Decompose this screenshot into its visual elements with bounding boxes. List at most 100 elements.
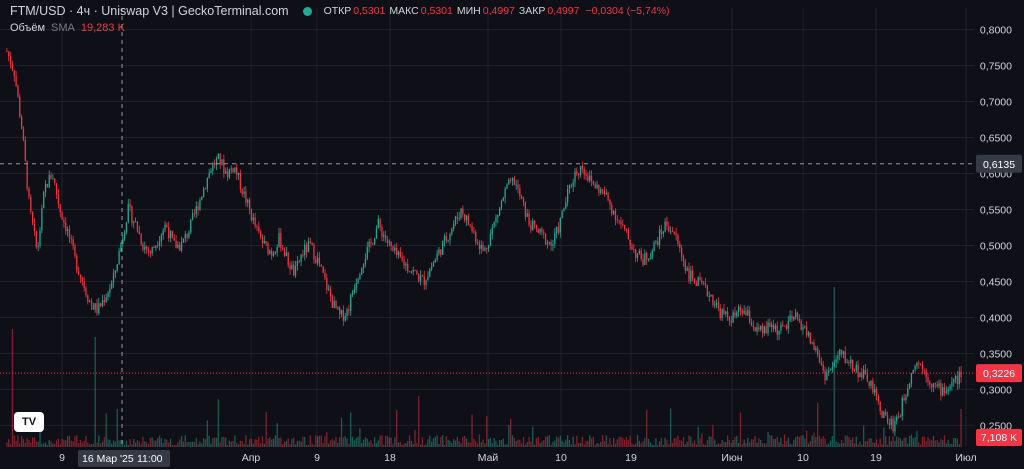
- candle-body: [874, 389, 876, 393]
- candle-body: [703, 282, 705, 284]
- candle-body: [712, 295, 714, 305]
- candle-body: [318, 257, 321, 265]
- volume-bar: [870, 438, 872, 447]
- candle-body: [265, 241, 267, 244]
- candle-body: [90, 301, 93, 305]
- volume-bar: [703, 443, 705, 447]
- candle-body: [316, 257, 319, 263]
- volume-bar: [855, 436, 857, 447]
- volume-bar: [476, 443, 479, 447]
- volume-bar: [70, 440, 72, 447]
- volume-bar: [419, 444, 422, 447]
- candle-body: [901, 397, 903, 417]
- candle-body: [471, 225, 473, 232]
- volume-bar: [519, 439, 521, 447]
- volume-bar: [362, 439, 365, 447]
- symbol-title[interactable]: FTM/USD · 4ч · Uniswap V3 | GeckoTermina…: [10, 4, 289, 18]
- volume-bar: [142, 436, 144, 447]
- volume-bar: [296, 441, 299, 447]
- candle-body: [320, 264, 322, 267]
- candle-body: [603, 190, 606, 195]
- candle-body: [802, 327, 804, 330]
- candle-body: [629, 239, 631, 246]
- candle-body: [204, 188, 207, 190]
- volume-bar: [583, 444, 585, 447]
- volume-bar: [414, 429, 416, 447]
- volume-bar: [368, 441, 370, 447]
- candle-body: [232, 168, 234, 173]
- candle-body: [309, 241, 311, 243]
- candle-body: [925, 370, 927, 378]
- candle-body: [410, 271, 413, 273]
- candle-body: [646, 253, 648, 260]
- tradingview-logo-icon[interactable]: TV: [14, 412, 44, 432]
- volume-bar: [589, 435, 591, 447]
- volume-bar: [166, 439, 168, 447]
- volume-bar: [285, 440, 288, 447]
- crosshair-date-box: [78, 450, 170, 467]
- volume-bar: [293, 437, 295, 447]
- volume-bar: [145, 442, 148, 447]
- close-value: 0,4997: [547, 5, 580, 17]
- candle-body: [291, 264, 293, 270]
- candle-body: [699, 277, 701, 281]
- volume-bar: [173, 444, 175, 447]
- candle-body: [383, 235, 385, 237]
- candle-body: [726, 311, 729, 318]
- candle-body: [927, 377, 929, 383]
- time-axis[interactable]: 9 Апр 9 18 Май 10 19 Июн 10 19 Июл 16 Мар '25 11:00: [59, 450, 977, 467]
- volume-bar: [578, 442, 580, 447]
- volume-bar: [774, 438, 777, 447]
- volume-bar: [250, 438, 253, 447]
- volume-bar: [390, 437, 392, 447]
- candle-body: [9, 56, 12, 65]
- candle-body: [864, 369, 867, 373]
- volume-bar: [489, 437, 492, 447]
- volume-bar: [526, 441, 528, 447]
- candle-body: [248, 199, 251, 210]
- candle-body: [39, 230, 41, 246]
- volume-bar: [377, 440, 379, 447]
- volume-bar: [510, 418, 512, 447]
- candle-body: [469, 224, 471, 226]
- volume-bar: [179, 439, 181, 447]
- volume-bar: [230, 441, 232, 447]
- candle-body: [956, 375, 959, 385]
- candle-body: [475, 232, 477, 242]
- volume-bar: [210, 443, 212, 447]
- candle-body: [434, 259, 436, 263]
- volume-bar: [234, 435, 236, 447]
- volume-bar: [796, 435, 799, 447]
- y-tick-label: 0,8000: [980, 25, 1012, 37]
- y-tick-label: 0,4500: [980, 276, 1012, 288]
- volume-bar: [9, 444, 12, 447]
- volume-bar: [482, 439, 484, 447]
- candle-body: [22, 128, 25, 141]
- volume-bar: [484, 443, 486, 447]
- candle-body: [631, 245, 633, 250]
- volume-bar: [842, 442, 845, 447]
- volume-bar: [294, 444, 297, 447]
- volume-bar: [140, 443, 142, 447]
- candle-body: [794, 312, 797, 318]
- candle-body: [476, 241, 479, 244]
- volume-bar: [35, 441, 37, 447]
- volume-bar: [570, 444, 572, 447]
- price-axis[interactable]: 0,80000,75000,70000,65000,60000,55000,50…: [976, 25, 1022, 446]
- candle-body: [793, 317, 795, 320]
- volume-bar: [776, 436, 778, 447]
- volume-bar: [122, 440, 124, 447]
- candle-body: [886, 415, 889, 423]
- volume-bar: [636, 435, 639, 447]
- candle-body: [877, 396, 879, 402]
- volume-legend[interactable]: Объём SMA 19,283 K: [10, 22, 125, 34]
- volume-bar: [565, 439, 567, 447]
- candle-body: [55, 183, 58, 195]
- volume-bar: [383, 444, 385, 447]
- candle-body: [43, 192, 45, 209]
- volume-bar: [782, 444, 784, 447]
- volume-bar: [236, 442, 238, 447]
- candle-body: [506, 184, 508, 189]
- volume-bar: [164, 438, 166, 447]
